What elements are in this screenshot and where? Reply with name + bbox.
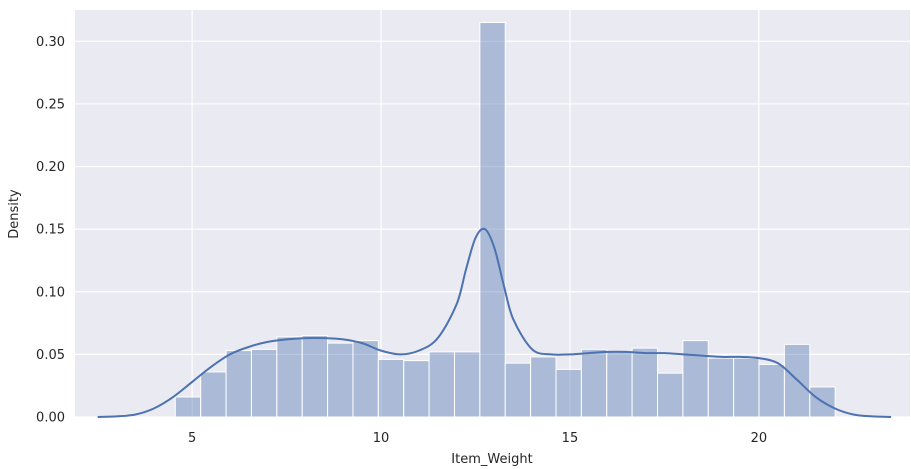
histogram-bar: [606, 351, 633, 418]
histogram-bar: [580, 348, 608, 418]
y-tick-label: 0.25: [36, 97, 65, 112]
x-tick-label: 10: [373, 431, 390, 446]
histogram-bar: [403, 360, 430, 418]
histogram-bar: [504, 362, 532, 418]
histogram-bar: [657, 372, 684, 418]
x-tick-label: 5: [188, 431, 196, 446]
x-tick-label: 20: [751, 431, 768, 446]
histogram-bar: [276, 336, 303, 418]
histogram-bar: [555, 368, 582, 418]
y-tick-label: 0.15: [36, 223, 65, 238]
histogram-bar: [301, 335, 329, 418]
histogram-bar: [250, 348, 278, 418]
histogram-bar: [453, 351, 481, 418]
y-tick-label: 0.00: [36, 411, 65, 426]
grid: [75, 10, 910, 418]
histogram-bar: [631, 347, 659, 418]
y-tick-labels: 0.00 0.05 0.10 0.15 0.20 0.25 0.30: [36, 35, 65, 426]
histogram-bar: [327, 342, 354, 418]
kde-line: [97, 227, 892, 418]
x-tick-label: 15: [562, 431, 579, 446]
histogram-bar: [428, 351, 455, 418]
x-tick-labels: 5 10 15 20: [188, 431, 767, 446]
histogram-bar: [225, 350, 252, 418]
y-axis-label: Density: [7, 189, 22, 239]
histogram-bar: [733, 357, 760, 418]
histogram-bar: [200, 371, 227, 418]
plot-area: [75, 10, 910, 417]
y-tick-label: 0.30: [36, 35, 65, 50]
y-tick-label: 0.05: [36, 348, 65, 363]
histogram-bar: [352, 340, 379, 418]
histogram-bar: [377, 358, 405, 418]
histogram-bar: [707, 357, 735, 418]
histogram-bar: [174, 396, 202, 418]
histogram-bars: [174, 22, 836, 418]
y-tick-label: 0.20: [36, 160, 65, 175]
y-tick-label: 0.10: [36, 285, 65, 300]
histogram-bar: [758, 363, 785, 418]
histogram-bar: [682, 340, 709, 418]
histogram-bar: [479, 22, 506, 418]
histogram-bar: [530, 356, 557, 418]
x-axis-label: Item_Weight: [451, 452, 532, 467]
